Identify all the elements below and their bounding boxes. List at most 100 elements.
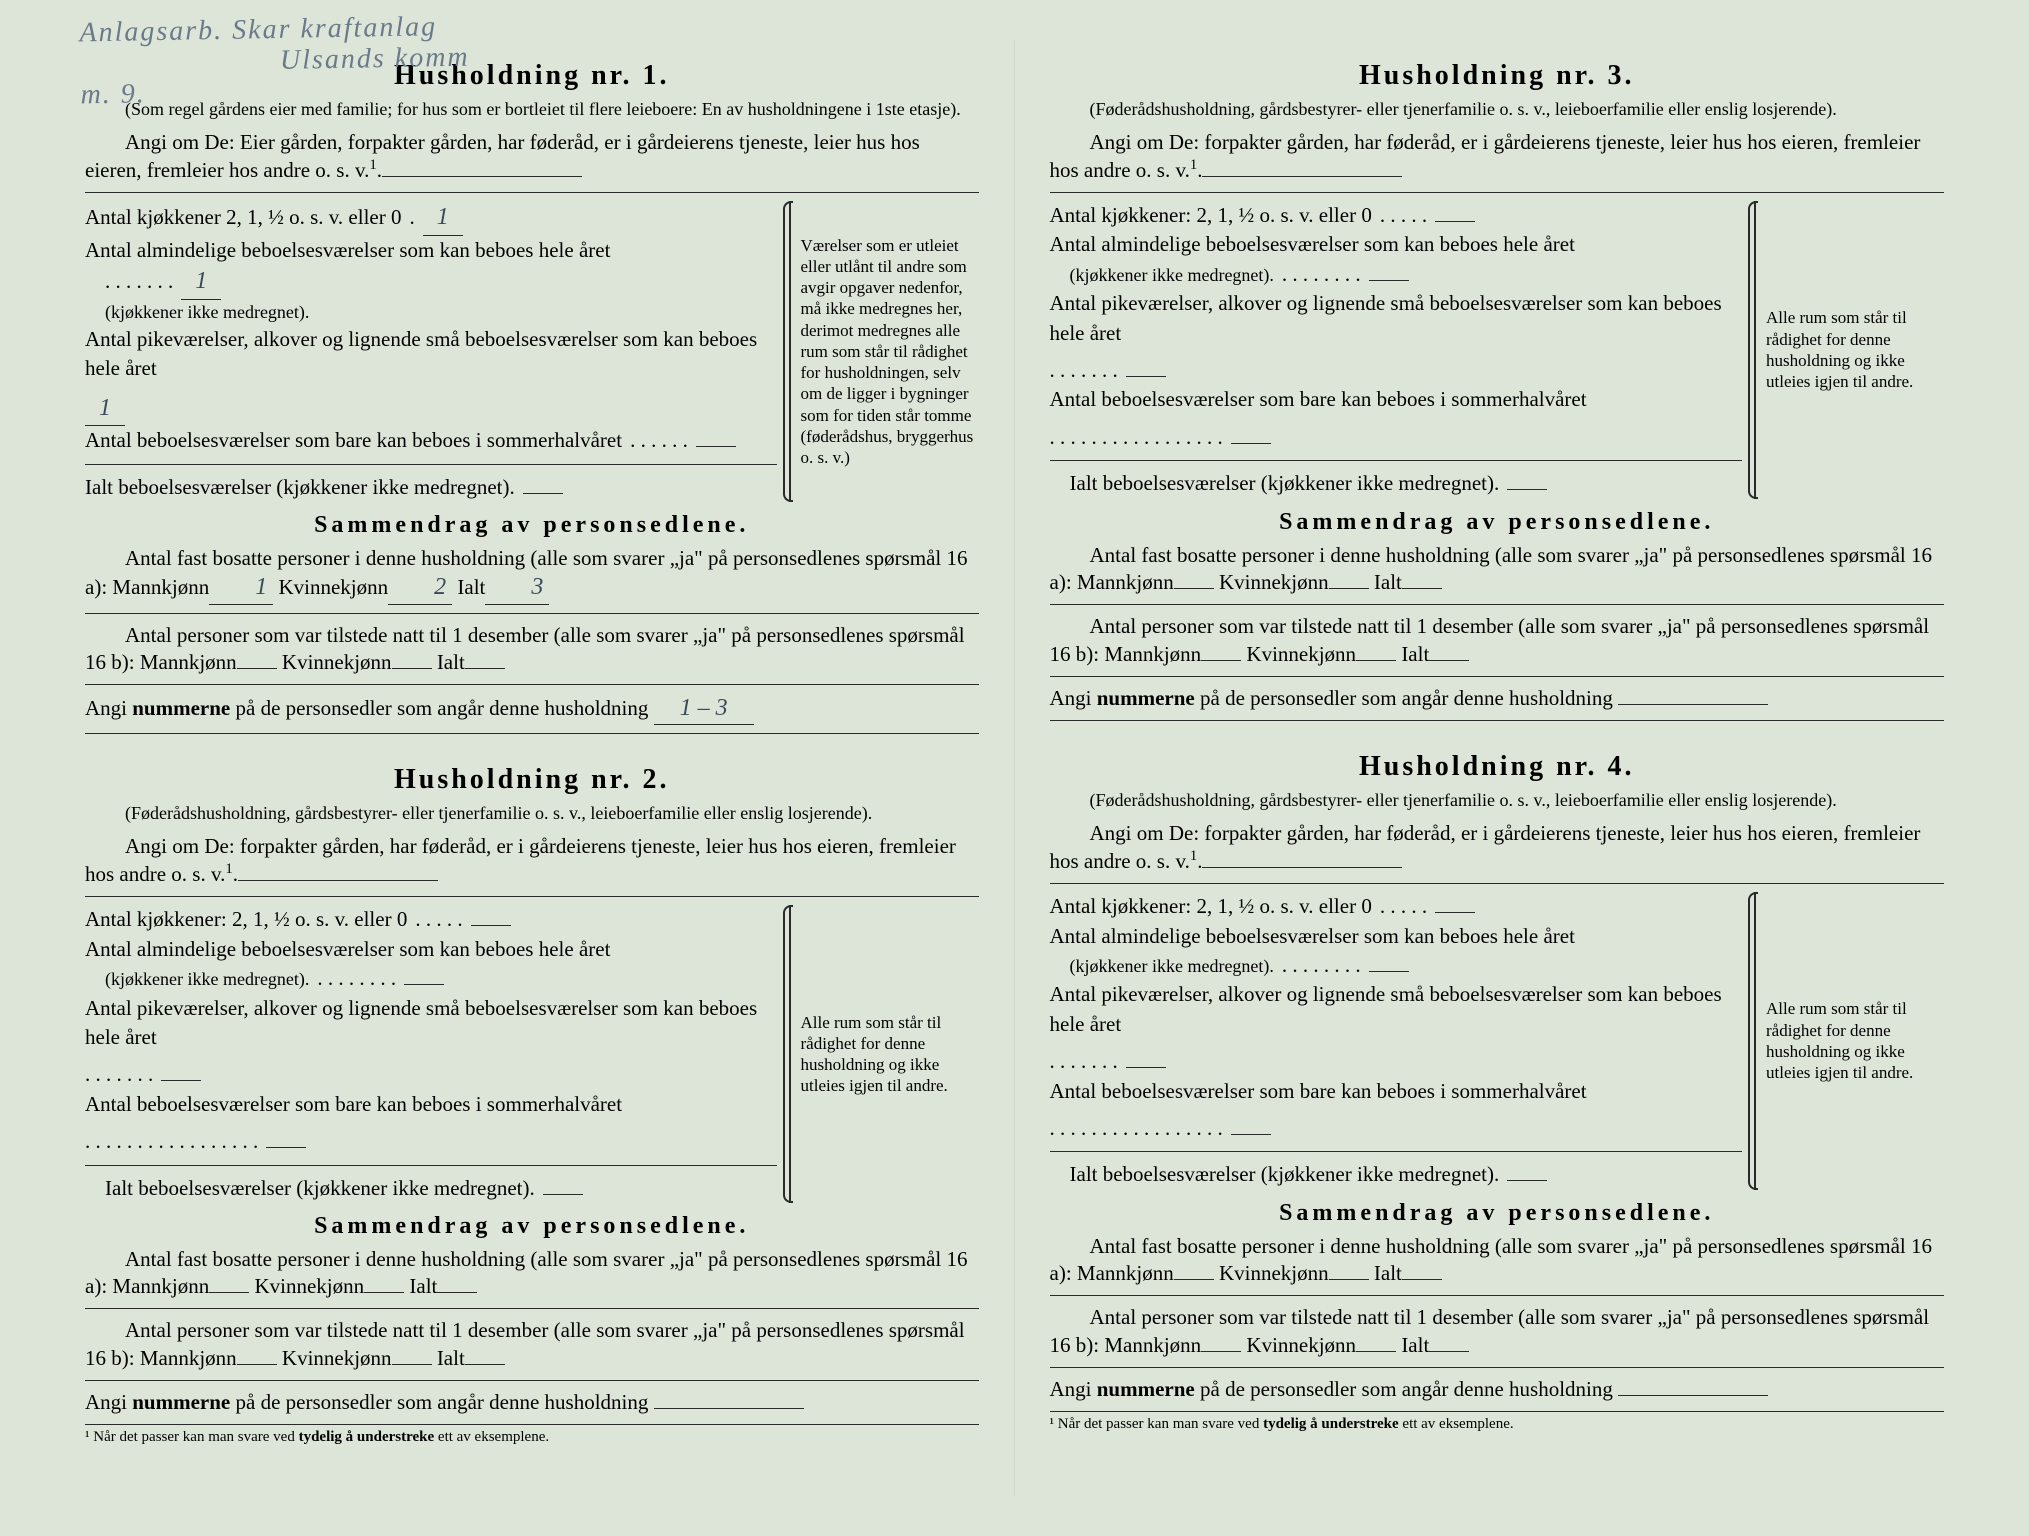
h3-alm-paren: (kjøkkener ikke medregnet). (1070, 263, 1274, 288)
h2-alm-label: Antal almindelige beboelsesværelser som … (85, 935, 610, 964)
h1-alm-paren: (kjøkkener ikke medregnet). (105, 300, 309, 325)
h4-fast: Antal fast bosatte personer i denne hush… (1050, 1233, 1945, 1288)
h1-num-b: nummerne (132, 696, 230, 720)
h3-brace-note: Alle rum som står til rådighet for denne… (1754, 201, 1944, 499)
h1-ialt-label: Ialt beboelsesværelser (kjøkkener ikke m… (85, 473, 515, 502)
h4-angi-t: Angi om De: forpakter gården, har føderå… (1050, 821, 1921, 873)
h4-ialt: Ialt (1374, 1261, 1402, 1285)
handwritten-annotation: Anlagsarb. Skar kraftanlag Ulsands komm … (79, 12, 470, 111)
h4-subtitle: (Føderådshusholdning, gårdsbestyrer- ell… (1050, 789, 1945, 812)
h1-kj-val: 1 (423, 201, 463, 236)
h3-fast: Antal fast bosatte personer i denne hush… (1050, 542, 1945, 597)
h4-alm-paren: (kjøkkener ikke medregnet). (1070, 954, 1274, 979)
h1-alm-label: Antal almindelige beboelsesværelser som … (85, 236, 610, 265)
h4-ialt-label: Ialt beboelsesværelser (kjøkkener ikke m… (1070, 1160, 1500, 1189)
h2-fast: Antal fast bosatte personer i denne hush… (85, 1246, 979, 1301)
household-2: Husholdning nr. 2. (Føderådshusholdning,… (85, 764, 979, 1446)
right-footnote: ¹ Når det passer kan man svare ved tydel… (1050, 1411, 1945, 1433)
h1-kj-label: Antal kjøkkener 2, 1, ½ o. s. v. eller 0 (85, 203, 402, 232)
h3-angi-t: Angi om De: forpakter gården, har føderå… (1050, 130, 1921, 182)
h2-num-b: nummerne (132, 1390, 230, 1414)
h3-nummer: Angi nummerne på de personsedler som ang… (1050, 685, 1945, 712)
h3-kvinne: Kvinnekjønn (1219, 570, 1329, 594)
hw-line2: Ulsands komm (280, 42, 470, 76)
h3-sammen-title: Sammendrag av personsedlene. (1050, 509, 1945, 536)
fn2b: tydelig å understreke (1263, 1416, 1399, 1432)
h1-sammen-title: Sammendrag av personsedlene. (85, 512, 979, 539)
h3-alm-label: Antal almindelige beboelsesværelser som … (1050, 230, 1575, 259)
h2-subtitle: (Føderådshusholdning, gårdsbestyrer- ell… (85, 802, 979, 825)
household-1: Husholdning nr. 1. (Som regel gårdens ei… (85, 60, 979, 734)
h4-title: Husholdning nr. 4. (1050, 751, 1945, 783)
h1-mann: Mannkjønn (112, 575, 209, 599)
h2-nummer: Angi nummerne på de personsedler som ang… (85, 1389, 979, 1416)
h4-num-b: nummerne (1097, 1377, 1195, 1401)
h3-num-b: nummerne (1097, 686, 1195, 710)
fn2e: ett av eksemplene. (1402, 1416, 1513, 1432)
h4-alm-label: Antal almindelige beboelsesværelser som … (1050, 922, 1575, 951)
h1-ialt-val: 3 (485, 572, 549, 604)
h1-ialt: Ialt (457, 575, 485, 599)
h2-sammen-title: Sammendrag av personsedlene. (85, 1213, 979, 1240)
h3-num-l: Angi (1050, 686, 1092, 710)
h1-natt: Antal personer som var tilstede natt til… (85, 622, 979, 677)
h1-num-l: Angi (85, 696, 127, 720)
h2-natt: Antal personer som var tilstede natt til… (85, 1317, 979, 1372)
h2-mann: Mannkjønn (112, 1274, 209, 1298)
h1-mann2: Mannkjønn (140, 650, 237, 674)
h4-fast-label: Antal fast bosatte personer i denne hush… (1050, 1234, 1933, 1285)
h4-sommer-label: Antal beboelsesværelser som bare kan beb… (1050, 1077, 1587, 1106)
h4-natt: Antal personer som var tilstede natt til… (1050, 1304, 1945, 1359)
h4-mann: Mannkjønn (1077, 1261, 1174, 1285)
fn1e: ett av eksemplene. (438, 1429, 549, 1445)
h2-kj-label: Antal kjøkkener: 2, 1, ½ o. s. v. eller … (85, 905, 407, 934)
right-page: Husholdning nr. 3. (Føderådshusholdning,… (1015, 40, 1980, 1496)
h2-rooms-block: Antal kjøkkener: 2, 1, ½ o. s. v. eller … (85, 905, 979, 1203)
h2-sommer-label: Antal beboelsesværelser som bare kan beb… (85, 1090, 622, 1119)
fn1b: tydelig å understreke (299, 1429, 435, 1445)
h2-mann2: Mannkjønn (140, 1346, 237, 1370)
h1-kvinne2: Kvinnekjønn (282, 650, 392, 674)
h2-title: Husholdning nr. 2. (85, 764, 979, 796)
h3-pike-label: Antal pikeværelser, alkover og lignende … (1050, 289, 1743, 348)
h3-sommer-label: Antal beboelsesværelser som bare kan beb… (1050, 385, 1587, 414)
h2-pike-label: Antal pikeværelser, alkover og lignende … (85, 994, 777, 1053)
h2-brace-note: Alle rum som står til rådighet for denne… (789, 905, 979, 1203)
h1-pike-val: 1 (85, 392, 125, 427)
h3-subtitle: (Føderådshusholdning, gårdsbestyrer- ell… (1050, 98, 1945, 121)
h3-angi: Angi om De: forpakter gården, har føderå… (1050, 129, 1945, 185)
h2-ialt2: Ialt (437, 1346, 465, 1370)
h1-angi-text: Angi om De: Eier gården, forpakter gårde… (85, 130, 920, 182)
h4-nummer: Angi nummerne på de personsedler som ang… (1050, 1376, 1945, 1403)
h4-kvinne2: Kvinnekjønn (1246, 1333, 1356, 1357)
h4-pike-label: Antal pikeværelser, alkover og lignende … (1050, 980, 1743, 1039)
h1-brace-note: Værelser som er utleiet eller utlånt til… (789, 201, 979, 502)
h2-kvinne: Kvinnekjønn (254, 1274, 364, 1298)
h3-kj-label: Antal kjøkkener: 2, 1, ½ o. s. v. eller … (1050, 201, 1372, 230)
h2-kvinne2: Kvinnekjønn (282, 1346, 392, 1370)
h1-ialt2: Ialt (437, 650, 465, 674)
h2-ialt: Ialt (409, 1274, 437, 1298)
h1-mann-val: 1 (209, 572, 273, 604)
h4-ialt2: Ialt (1401, 1333, 1429, 1357)
h4-mann2: Mannkjønn (1104, 1333, 1201, 1357)
left-footnote: ¹ Når det passer kan man svare ved tydel… (85, 1424, 979, 1446)
h4-brace-note: Alle rum som står til rådighet for denne… (1754, 892, 1944, 1190)
h4-kj-label: Antal kjøkkener: 2, 1, ½ o. s. v. eller … (1050, 892, 1372, 921)
h2-alm-paren: (kjøkkener ikke medregnet). (105, 967, 309, 992)
h4-kvinne: Kvinnekjønn (1219, 1261, 1329, 1285)
h1-nummer: Angi nummerne på de personsedler som ang… (85, 693, 979, 725)
h4-angi: Angi om De: forpakter gården, har føderå… (1050, 820, 1945, 876)
h2-fast-label: Antal fast bosatte personer i denne hush… (85, 1247, 968, 1298)
h3-ialt-label: Ialt beboelsesværelser (kjøkkener ikke m… (1070, 469, 1500, 498)
h4-rooms-block: Antal kjøkkener: 2, 1, ½ o. s. v. eller … (1050, 892, 1945, 1190)
h3-mann: Mannkjønn (1077, 570, 1174, 594)
h3-rooms-block: Antal kjøkkener: 2, 1, ½ o. s. v. eller … (1050, 201, 1945, 499)
h1-rooms-block: Antal kjøkkener 2, 1, ½ o. s. v. eller 0… (85, 201, 979, 502)
h1-kvinne-val: 2 (388, 572, 452, 604)
h2-num-l: Angi (85, 1390, 127, 1414)
h1-kvinne: Kvinnekjønn (278, 575, 388, 599)
h4-num-l: Angi (1050, 1377, 1092, 1401)
h3-title: Husholdning nr. 3. (1050, 60, 1945, 92)
h1-pike-label: Antal pikeværelser, alkover og lignende … (85, 325, 777, 384)
